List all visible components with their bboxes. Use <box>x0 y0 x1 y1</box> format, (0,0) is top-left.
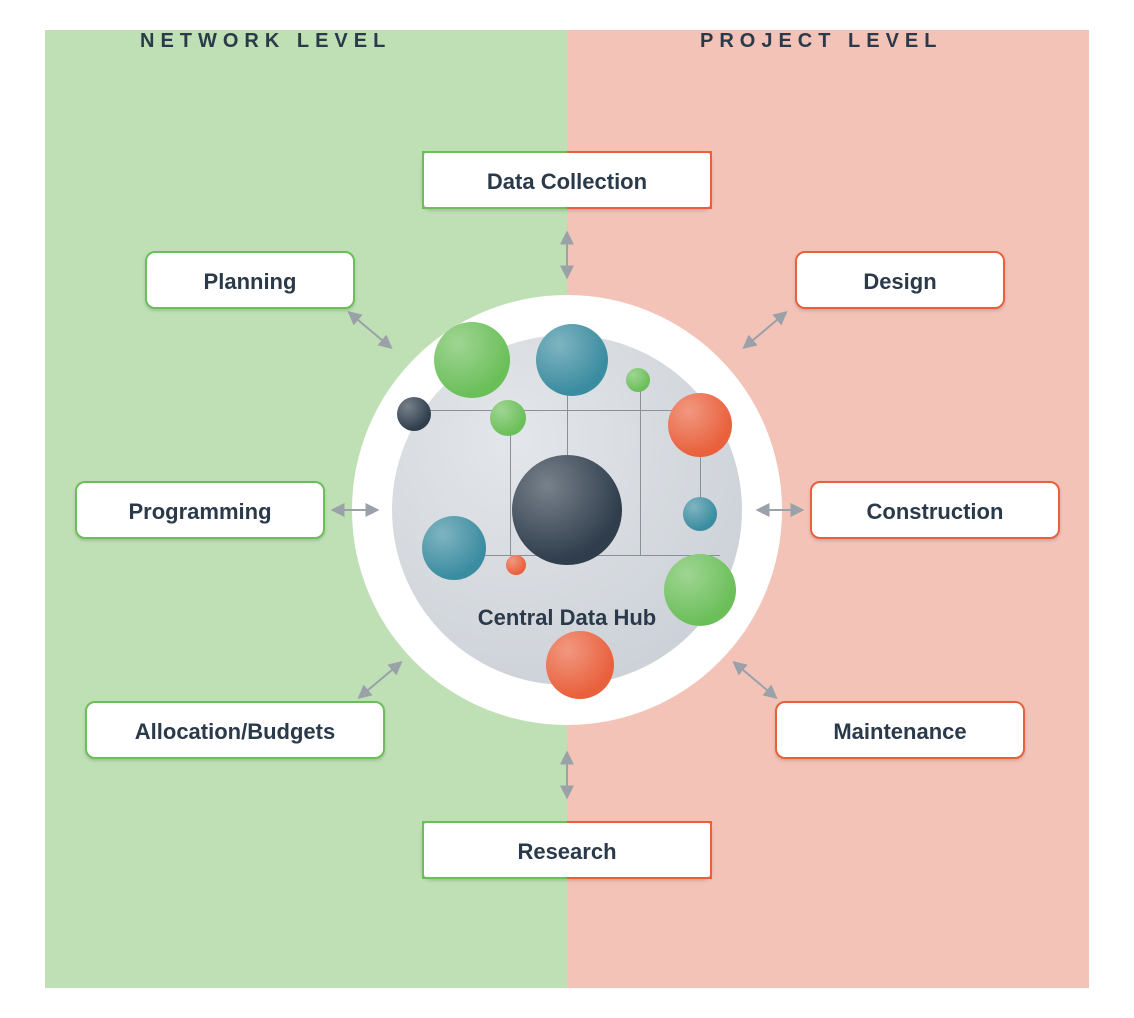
hub-label: Central Data Hub <box>392 605 742 631</box>
node-research: Research <box>422 821 712 879</box>
node-budgets: Allocation/Budgets <box>85 701 385 759</box>
hub-bubble-3 <box>668 393 732 457</box>
hub-bubble-5 <box>490 400 526 436</box>
hub-bubble-7 <box>422 516 486 580</box>
diagram-stage: NETWORK LEVEL PROJECT LEVEL Central Data… <box>0 0 1134 1018</box>
node-label-programming: Programming <box>128 499 271 524</box>
hub-disc: Central Data Hub <box>392 335 742 685</box>
node-label-data-collection: Data Collection <box>487 169 647 194</box>
node-maintenance: Maintenance <box>775 701 1025 759</box>
node-label-planning: Planning <box>204 269 297 294</box>
hub-bubble-4 <box>397 397 431 431</box>
node-construction: Construction <box>810 481 1060 539</box>
node-programming: Programming <box>75 481 325 539</box>
hub-bubble-0 <box>434 322 510 398</box>
node-planning: Planning <box>145 251 355 309</box>
header-network-level: NETWORK LEVEL <box>140 30 391 53</box>
hub-bubble-2 <box>626 368 650 392</box>
node-label-maintenance: Maintenance <box>833 719 966 744</box>
node-label-budgets: Allocation/Budgets <box>135 719 335 744</box>
node-label-research: Research <box>517 839 616 864</box>
hub-bubble-6 <box>683 497 717 531</box>
hub-bubble-8 <box>506 555 526 575</box>
hub-center-bubble <box>512 455 622 565</box>
hub-bubble-1 <box>536 324 608 396</box>
node-label-construction: Construction <box>867 499 1004 524</box>
hub-bubble-10 <box>546 631 614 699</box>
node-data-collection: Data Collection <box>422 151 712 209</box>
node-design: Design <box>795 251 1005 309</box>
header-project-level: PROJECT LEVEL <box>700 30 942 53</box>
node-label-design: Design <box>863 269 936 294</box>
